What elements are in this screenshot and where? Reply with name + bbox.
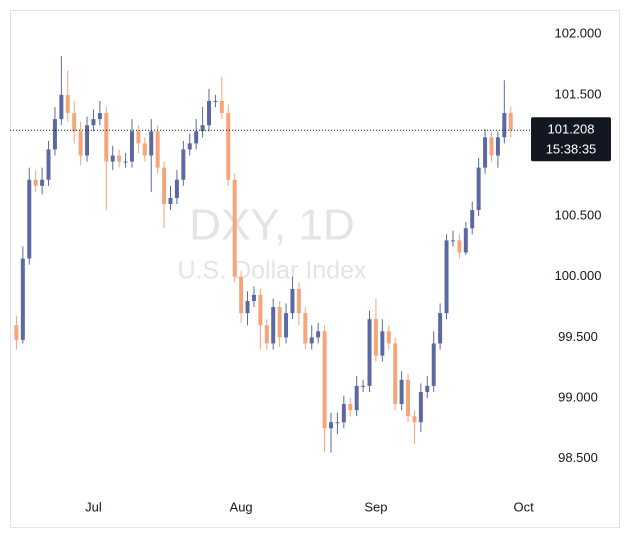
- price-label-box: [531, 117, 611, 162]
- y-tick-label: 100.500: [555, 208, 602, 223]
- candle-body: [219, 100, 224, 114]
- candle-body: [46, 149, 51, 180]
- candle-body: [20, 258, 25, 340]
- candle-body: [354, 385, 359, 411]
- candle-body: [271, 307, 276, 344]
- candle-body: [232, 179, 237, 277]
- candle-body: [14, 325, 19, 340]
- candle-body: [438, 313, 443, 344]
- countdown-label: 15:38:35: [546, 142, 597, 157]
- candle-body: [290, 288, 295, 314]
- candle-body: [463, 228, 468, 253]
- watermark-title: DXY, 1D: [189, 201, 355, 250]
- candle-body: [136, 131, 141, 144]
- candle-body: [239, 276, 244, 314]
- candle-body: [168, 197, 173, 204]
- candle-body: [322, 331, 327, 429]
- candle-body: [142, 143, 147, 156]
- candle-body: [303, 313, 308, 344]
- candle-body: [406, 379, 411, 417]
- candle-body: [264, 325, 269, 344]
- candle-body: [450, 240, 455, 242]
- candle-body: [251, 294, 256, 301]
- y-tick-label: 99.500: [558, 329, 598, 344]
- candle-body: [200, 125, 205, 132]
- candle-body: [33, 179, 38, 186]
- candle-body: [348, 404, 353, 411]
- candle-body: [258, 294, 263, 326]
- y-tick-label: 102.000: [555, 26, 602, 41]
- candle-body: [399, 379, 404, 405]
- candle-body: [65, 94, 70, 114]
- candle-body: [104, 113, 109, 162]
- candle-body: [476, 167, 481, 211]
- candle-body: [380, 331, 385, 356]
- candle-body: [78, 131, 83, 156]
- candle-body: [341, 404, 346, 423]
- candle-body: [393, 343, 398, 405]
- candle-body: [431, 343, 436, 386]
- candle-body: [174, 179, 179, 198]
- x-tick-label: Oct: [513, 499, 534, 514]
- candle-body: [316, 331, 321, 338]
- y-tick-label: 101.500: [555, 86, 602, 101]
- candle-body: [444, 240, 449, 314]
- candle-body: [483, 137, 488, 168]
- chart-frame: [10, 10, 620, 528]
- y-tick-label: 100.000: [555, 268, 602, 283]
- candle-body: [412, 416, 417, 423]
- candle-body: [40, 179, 45, 186]
- candle-body: [277, 307, 282, 338]
- candle-body: [245, 301, 250, 314]
- y-tick-label: 99.000: [558, 389, 598, 404]
- candle-body: [489, 137, 494, 156]
- candle-body: [213, 100, 218, 102]
- candle-body: [110, 155, 115, 162]
- candle-body: [425, 385, 430, 392]
- candle-body: [470, 210, 475, 229]
- candle-body: [495, 137, 500, 156]
- x-tick-label: Aug: [230, 499, 253, 514]
- watermark-subtitle: U.S. Dollar Index: [178, 257, 367, 285]
- candle-body: [296, 288, 301, 314]
- candle-body: [194, 131, 199, 144]
- candle-body: [361, 385, 366, 387]
- candle-body: [162, 167, 167, 204]
- candle-body: [328, 422, 333, 429]
- x-tick-label: Sep: [364, 499, 387, 514]
- candle-body: [284, 313, 289, 338]
- candle-body: [123, 161, 128, 163]
- candle-body: [502, 113, 507, 138]
- candle-body: [129, 131, 134, 162]
- candle-body: [373, 319, 378, 356]
- candle-body: [207, 100, 212, 126]
- x-tick-label: Jul: [85, 499, 102, 514]
- candle-body: [59, 94, 64, 120]
- candle-body: [72, 113, 77, 132]
- candle-body: [85, 125, 90, 156]
- candle-body: [508, 113, 513, 131]
- candle-body: [181, 149, 186, 180]
- candle-body: [418, 391, 423, 423]
- plot: 98.500 99.000 99.500 100.000 100.500 101.500 1…: [10, 26, 611, 514]
- candle-body: [97, 113, 102, 120]
- last-price-label: 101.208: [548, 122, 595, 137]
- candle-body: [226, 113, 231, 180]
- candle-body: [149, 131, 154, 156]
- candle-body: [52, 119, 57, 150]
- candle-body: [335, 422, 340, 424]
- candle-body: [309, 337, 314, 344]
- candle-body: [457, 240, 462, 253]
- candle-body: [117, 155, 122, 162]
- candle-body: [27, 179, 32, 259]
- candle-body: [386, 331, 391, 344]
- candle-body: [91, 119, 96, 126]
- candle-body: [155, 131, 160, 168]
- candle-body: [367, 319, 372, 386]
- candle-body: [187, 143, 192, 150]
- y-tick-label: 98.500: [558, 450, 598, 465]
